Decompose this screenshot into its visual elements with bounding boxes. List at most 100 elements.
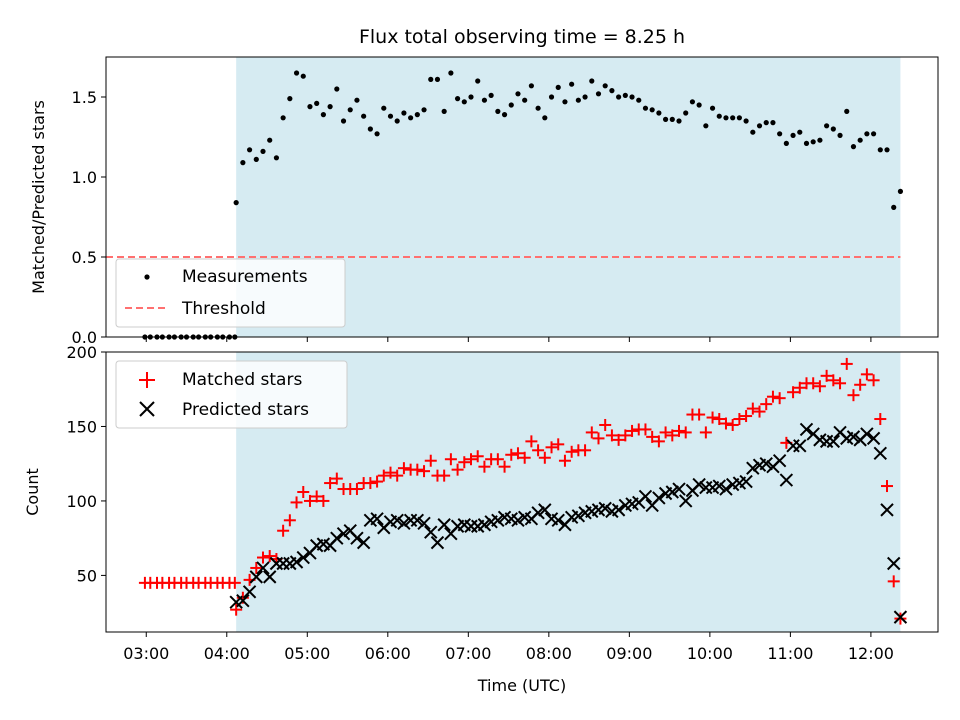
x-tick-label: 06:00 (365, 644, 411, 663)
matched-stars-point (424, 454, 437, 467)
matched-stars-point (518, 451, 531, 464)
matched-stars-point (478, 460, 491, 473)
predicted-stars-point (511, 513, 525, 528)
measurement-point (414, 112, 420, 118)
x-axis-label: Time (UTC) (477, 676, 566, 695)
measurement-point (756, 123, 763, 129)
measurement-point (542, 115, 548, 121)
matched-stars-point (324, 477, 337, 490)
measurement-point (575, 97, 581, 103)
measurement-point (320, 112, 326, 118)
predicted-stars-point (712, 479, 726, 493)
measurement-point (656, 110, 662, 116)
matched-stars-point (290, 496, 303, 509)
matched-stars-point (807, 377, 820, 390)
predicted-stars-point (652, 491, 666, 505)
y-tick-label: 50 (77, 566, 97, 585)
predicted-stars-point (538, 503, 552, 517)
measurement-point (783, 140, 789, 146)
y-tick-label: 100 (66, 492, 97, 511)
top-observing-span (236, 57, 901, 337)
predicted-stars-point (672, 482, 686, 496)
matched-stars-point (330, 472, 343, 485)
measurement-point (481, 97, 488, 103)
measurement-point (850, 144, 857, 150)
top-panel: 0.0 0.5 1.0 1.5 Matched/Predicted stars Mea… (29, 56, 939, 347)
predicted-stars-point (531, 506, 545, 520)
matched-stars-point (364, 477, 377, 490)
measurement-point (602, 83, 608, 89)
measurement-point (273, 155, 280, 161)
matched-stars-point (854, 378, 867, 391)
matched-stars-point (411, 463, 424, 476)
measurement-point (253, 156, 259, 162)
measurement-point (293, 70, 300, 76)
measurement-point (522, 97, 528, 103)
bottom-marks (138, 357, 908, 625)
x-tick-label: 07:00 (445, 644, 491, 663)
measurement-point (233, 200, 239, 206)
matched-stars-point (881, 480, 894, 493)
matched-stars-point (230, 603, 243, 616)
measurement-point (401, 110, 407, 116)
measurement-point (716, 113, 722, 119)
measurement-point (582, 94, 588, 100)
y-tick-label: 0.5 (72, 248, 97, 267)
predicted-stars-point (289, 555, 304, 569)
predicted-stars-point (424, 525, 438, 539)
matched-stars-point (612, 433, 625, 446)
measurement-point (877, 147, 883, 153)
matched-stars-point (719, 417, 732, 430)
x-tick-label: 12:00 (848, 644, 894, 663)
matched-stars-point (874, 413, 887, 426)
top-y-axis-label: Matched/Predicted stars (29, 100, 48, 294)
legend-predicted-label: Predicted stars (182, 400, 309, 420)
predicted-stars-point (390, 513, 404, 528)
matched-stars-point (545, 441, 558, 454)
matched-stars-point (813, 380, 826, 393)
measurement-point (555, 84, 561, 90)
measurement-point (589, 78, 595, 84)
matched-stars-point (840, 357, 853, 370)
predicted-stars-point (719, 482, 733, 496)
y-tick-label: 150 (66, 417, 97, 436)
measurement-point (696, 102, 702, 108)
measurement-point (300, 73, 306, 79)
matched-stars-point (297, 486, 310, 498)
top-legend-box (115, 258, 346, 328)
matched-stars-point (693, 408, 706, 421)
predicted-stars-point (397, 516, 411, 530)
matched-stars-point (834, 377, 847, 390)
measurement-point (280, 115, 286, 121)
matched-stars-point (847, 389, 860, 402)
predicted-stars-point (296, 550, 310, 565)
matched-stars-point (303, 494, 316, 507)
matched-stars-point (740, 410, 753, 423)
measurement-point (434, 76, 441, 82)
predicted-stars-point (571, 509, 586, 523)
matched-stars-point (579, 444, 592, 457)
predicted-stars-point (772, 454, 787, 468)
matched-stars-point (257, 551, 270, 564)
predicted-stars-point (477, 518, 492, 532)
measurement-point (475, 78, 481, 84)
predicted-stars-point (236, 594, 250, 608)
measurement-point (676, 118, 682, 124)
top-x-ticks (145, 337, 872, 342)
measurement-point (334, 86, 340, 92)
measurement-point (662, 116, 669, 122)
predicted-stars-point (249, 570, 264, 584)
predicted-stars-point (370, 512, 384, 526)
matched-stars-point (760, 398, 773, 411)
predicted-stars-point (638, 489, 653, 504)
measurement-point (897, 188, 904, 194)
matched-stars-point (505, 448, 518, 461)
matched-stars-point (277, 524, 290, 537)
matched-stars-point (867, 374, 880, 387)
matched-stars-point (228, 576, 241, 589)
matched-stars-point (666, 429, 679, 442)
x-tick-label: 05:00 (284, 644, 330, 663)
matched-stars-point (498, 460, 511, 473)
measurement-point (870, 131, 877, 137)
predicted-stars-point (746, 461, 760, 475)
